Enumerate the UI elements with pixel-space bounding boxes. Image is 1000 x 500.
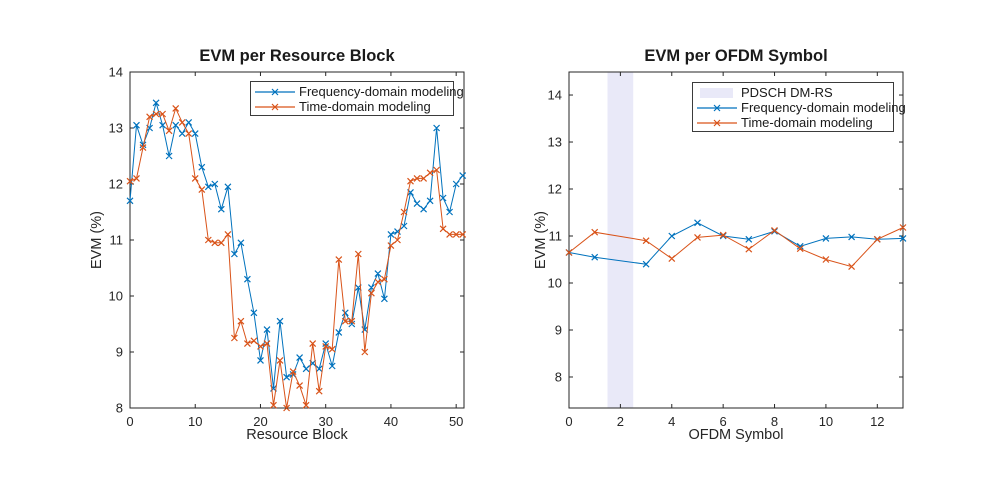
rb-evm-panel: EVM per Resource Block EVM (%) 0 10 20 30 40… bbox=[89, 47, 467, 443]
x-tick-label: 4 bbox=[668, 414, 675, 429]
axes-box bbox=[129, 71, 465, 409]
dmrs-band-swatch-icon bbox=[700, 87, 733, 98]
left-legend: Frequency-domain modeling Time-domain mo… bbox=[250, 81, 464, 116]
y-tick-label: 10 bbox=[109, 289, 123, 304]
y-tick-label: 8 bbox=[116, 401, 123, 416]
right-plot-area: 0 2 4 6 8 10 12 8 9 10 11 12 13 14 bbox=[548, 71, 907, 429]
frequency-line-swatch-icon bbox=[697, 104, 737, 111]
y-tick-label: 10 bbox=[548, 275, 562, 290]
y-tick-label: 8 bbox=[555, 369, 562, 384]
legend-label-frequency-domain: Frequency-domain modeling bbox=[299, 84, 464, 99]
y-tick-label: 14 bbox=[548, 88, 562, 103]
time-line-swatch-icon bbox=[697, 119, 737, 126]
x-tick-label: 10 bbox=[188, 414, 202, 429]
y-tick-label: 9 bbox=[555, 322, 562, 337]
legend-label-pdsch-dmrs: PDSCH DM-RS bbox=[741, 85, 833, 100]
series-line-time-domain bbox=[129, 106, 463, 409]
y-tick-label: 12 bbox=[548, 182, 562, 197]
y-tick-label: 13 bbox=[548, 135, 562, 150]
right-legend: PDSCH DM-RS Frequency-domain modeling Ti… bbox=[692, 82, 906, 132]
x-tick-label: 8 bbox=[771, 414, 778, 429]
x-tick-label: 40 bbox=[384, 414, 398, 429]
ofdm-evm-panel: EVM per OFDM Symbol EVM (%) 0 2 4 6 8 10 12 8 9 1… bbox=[500, 0, 1000, 500]
legend-label-frequency-domain: Frequency-domain modeling bbox=[741, 100, 906, 115]
right-x-axis-label: OFDM Symbol bbox=[688, 427, 784, 443]
dmrs-band bbox=[607, 72, 634, 408]
left-plot-area: 0 10 20 30 40 50 8 9 10 11 12 13 14 bbox=[109, 65, 467, 429]
x-tick-label: 12 bbox=[870, 414, 884, 429]
x-tick-label: 20 bbox=[253, 414, 267, 429]
legend-row-pdsch-dmrs: PDSCH DM-RS bbox=[695, 85, 893, 100]
legend-row-time-domain: Time-domain modeling bbox=[253, 99, 453, 114]
frequency-line-swatch-icon bbox=[255, 88, 295, 95]
legend-row-frequency-domain: Frequency-domain modeling bbox=[695, 100, 906, 115]
legend-row-time-domain: Time-domain modeling bbox=[695, 115, 893, 130]
x-tick-label: 6 bbox=[720, 414, 727, 429]
series-markers-frequency-domain bbox=[126, 99, 467, 392]
axes-box bbox=[568, 71, 904, 409]
right-chart-title: EVM per OFDM Symbol bbox=[644, 47, 828, 65]
series-line-frequency-domain bbox=[129, 100, 464, 389]
x-tick-label: 30 bbox=[318, 414, 332, 429]
x-tick-label: 2 bbox=[617, 414, 624, 429]
x-tick-label: 0 bbox=[565, 414, 572, 429]
y-tick-label: 11 bbox=[549, 229, 563, 244]
x-tick-label: 10 bbox=[819, 414, 833, 429]
y-tick-label: 11 bbox=[110, 233, 124, 248]
time-line-swatch-icon bbox=[255, 103, 295, 110]
left-x-axis-label: Resource Block bbox=[246, 427, 348, 443]
x-tick-label: 0 bbox=[126, 414, 133, 429]
x-tick-label: 50 bbox=[449, 414, 463, 429]
legend-label-time-domain: Time-domain modeling bbox=[299, 99, 431, 114]
y-tick-label: 14 bbox=[109, 65, 123, 80]
y-tick-label: 13 bbox=[109, 121, 123, 136]
y-tick-label: 9 bbox=[116, 345, 123, 360]
series-markers-time-domain bbox=[126, 104, 467, 412]
legend-label-time-domain: Time-domain modeling bbox=[741, 115, 873, 130]
series-markers-time-domain bbox=[565, 224, 907, 271]
y-tick-label: 12 bbox=[109, 177, 123, 192]
left-chart-title: EVM per Resource Block bbox=[199, 47, 395, 65]
legend-row-frequency-domain: Frequency-domain modeling bbox=[253, 84, 464, 99]
